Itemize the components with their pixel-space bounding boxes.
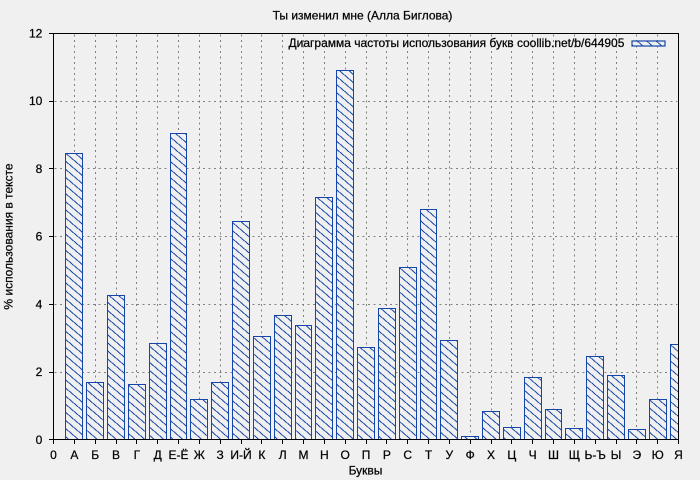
svg-text:Д: Д: [154, 448, 162, 462]
svg-text:Х: Х: [487, 448, 495, 462]
svg-text:У: У: [446, 448, 454, 462]
svg-text:Э: Э: [633, 448, 642, 462]
svg-text:Р: Р: [383, 448, 391, 462]
svg-text:Ы: Ы: [611, 448, 622, 462]
svg-text:12: 12: [29, 26, 43, 40]
svg-text:М: М: [299, 448, 309, 462]
svg-text:П: П: [362, 448, 371, 462]
svg-text:К: К: [258, 448, 265, 462]
svg-text:10: 10: [29, 94, 43, 108]
svg-text:Буквы: Буквы: [349, 463, 383, 477]
svg-text:2: 2: [36, 365, 43, 379]
svg-text:В: В: [112, 448, 120, 462]
svg-text:Ц: Ц: [507, 448, 516, 462]
svg-text:8: 8: [36, 162, 43, 176]
svg-text:Е-Ё: Е-Ё: [168, 448, 188, 462]
svg-text:Л: Л: [279, 448, 287, 462]
svg-text:0: 0: [36, 433, 43, 447]
svg-text:6: 6: [36, 230, 43, 244]
svg-text:Н: Н: [320, 448, 329, 462]
svg-text:Диаграмма частоты использовани: Диаграмма частоты использования букв coo…: [289, 36, 625, 50]
svg-text:Ю: Ю: [652, 448, 664, 462]
svg-text:И-Й: И-Й: [230, 447, 251, 462]
svg-text:Ь-Ъ: Ь-Ъ: [584, 448, 605, 462]
svg-text:Г: Г: [134, 448, 141, 462]
svg-text:С: С: [403, 448, 412, 462]
svg-text:А: А: [70, 448, 78, 462]
svg-text:Т: Т: [425, 448, 433, 462]
svg-text:Ф: Ф: [466, 448, 475, 462]
svg-text:Ш: Ш: [548, 448, 559, 462]
svg-text:Ж: Ж: [194, 448, 205, 462]
svg-text:Б: Б: [91, 448, 99, 462]
svg-text:% использования в тексте: % использования в тексте: [1, 163, 15, 309]
svg-text:О: О: [340, 448, 349, 462]
svg-text:Щ: Щ: [569, 448, 580, 462]
svg-text:0: 0: [50, 448, 57, 462]
svg-text:Я: Я: [674, 448, 683, 462]
svg-text:З: З: [217, 448, 224, 462]
svg-text:Ты изменил мне (Алла Биглова): Ты изменил мне (Алла Биглова): [273, 9, 453, 23]
svg-text:Ч: Ч: [529, 448, 537, 462]
svg-text:4: 4: [36, 297, 43, 311]
